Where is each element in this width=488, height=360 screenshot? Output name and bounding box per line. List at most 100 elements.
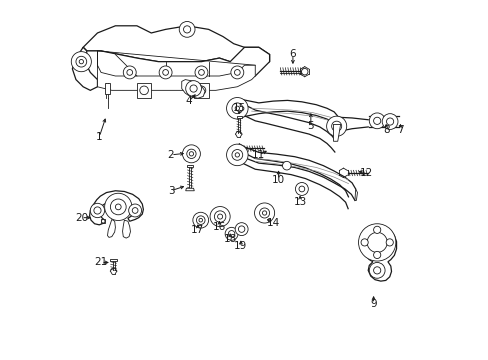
Circle shape: [224, 227, 238, 240]
Circle shape: [238, 226, 244, 232]
Text: 18: 18: [223, 234, 236, 244]
Circle shape: [386, 118, 393, 125]
Circle shape: [295, 183, 308, 195]
Circle shape: [226, 98, 247, 119]
Polygon shape: [187, 165, 192, 167]
Text: 15: 15: [232, 103, 245, 113]
Circle shape: [228, 230, 234, 237]
Polygon shape: [122, 220, 130, 238]
Text: 2: 2: [167, 150, 174, 160]
Text: 16: 16: [212, 222, 225, 231]
Circle shape: [214, 211, 225, 222]
Text: 1: 1: [96, 132, 102, 142]
Circle shape: [368, 262, 384, 278]
Polygon shape: [101, 220, 105, 223]
Circle shape: [298, 186, 304, 192]
Circle shape: [231, 103, 242, 114]
Circle shape: [90, 203, 104, 218]
Circle shape: [331, 121, 341, 131]
Text: 14: 14: [266, 218, 279, 228]
Circle shape: [199, 219, 202, 222]
Polygon shape: [72, 47, 97, 90]
Circle shape: [79, 59, 83, 64]
Circle shape: [326, 116, 346, 136]
Polygon shape: [107, 220, 115, 237]
Circle shape: [360, 239, 367, 246]
Circle shape: [230, 66, 244, 79]
Circle shape: [217, 214, 222, 219]
Circle shape: [104, 193, 132, 221]
Circle shape: [373, 117, 380, 125]
Polygon shape: [137, 83, 151, 98]
Text: 17: 17: [191, 225, 204, 235]
Circle shape: [71, 51, 91, 72]
Text: 13: 13: [293, 197, 306, 207]
Polygon shape: [194, 83, 208, 98]
Circle shape: [373, 267, 380, 274]
Circle shape: [235, 106, 239, 111]
Circle shape: [190, 85, 197, 92]
Polygon shape: [89, 191, 143, 225]
Polygon shape: [185, 188, 194, 191]
Text: 4: 4: [185, 96, 192, 106]
Polygon shape: [363, 227, 396, 281]
Text: 19: 19: [234, 241, 247, 251]
Circle shape: [254, 203, 274, 223]
Polygon shape: [354, 189, 357, 201]
Circle shape: [195, 66, 207, 79]
Circle shape: [94, 207, 101, 214]
Text: 8: 8: [382, 125, 388, 135]
Text: 21: 21: [94, 257, 107, 267]
Circle shape: [128, 204, 142, 217]
Circle shape: [210, 207, 230, 226]
Circle shape: [126, 69, 132, 75]
Circle shape: [226, 144, 247, 166]
Polygon shape: [104, 83, 110, 94]
Text: 6: 6: [289, 49, 296, 59]
Circle shape: [259, 208, 269, 218]
Polygon shape: [80, 47, 269, 83]
Circle shape: [235, 223, 247, 235]
Text: 7: 7: [396, 125, 403, 135]
Circle shape: [140, 86, 148, 95]
Polygon shape: [236, 116, 241, 118]
Text: 10: 10: [271, 175, 285, 185]
Circle shape: [123, 66, 136, 79]
Circle shape: [197, 86, 205, 95]
Circle shape: [301, 68, 307, 75]
Circle shape: [366, 232, 386, 252]
Circle shape: [189, 152, 193, 156]
Circle shape: [382, 114, 397, 130]
Circle shape: [159, 66, 172, 79]
Circle shape: [196, 216, 204, 225]
Circle shape: [115, 204, 121, 210]
Circle shape: [179, 22, 195, 37]
Circle shape: [282, 161, 290, 170]
Text: 9: 9: [369, 299, 376, 309]
Polygon shape: [333, 125, 340, 141]
Circle shape: [198, 69, 204, 75]
Text: 3: 3: [167, 186, 174, 196]
Polygon shape: [182, 80, 204, 98]
Text: 20: 20: [75, 213, 88, 222]
Circle shape: [368, 113, 384, 129]
Circle shape: [373, 251, 380, 258]
Circle shape: [101, 220, 105, 223]
Circle shape: [358, 224, 395, 261]
Circle shape: [110, 199, 126, 215]
Polygon shape: [97, 51, 255, 90]
Circle shape: [373, 226, 380, 233]
Circle shape: [192, 212, 208, 228]
Polygon shape: [83, 26, 269, 65]
Text: 11: 11: [252, 150, 265, 160]
Circle shape: [231, 149, 242, 160]
Circle shape: [183, 26, 190, 33]
Circle shape: [76, 56, 86, 67]
Circle shape: [262, 211, 266, 215]
Circle shape: [235, 153, 239, 157]
Circle shape: [185, 81, 201, 96]
Polygon shape: [110, 259, 117, 261]
Circle shape: [386, 239, 392, 246]
Text: 5: 5: [307, 121, 313, 131]
Circle shape: [234, 69, 240, 75]
